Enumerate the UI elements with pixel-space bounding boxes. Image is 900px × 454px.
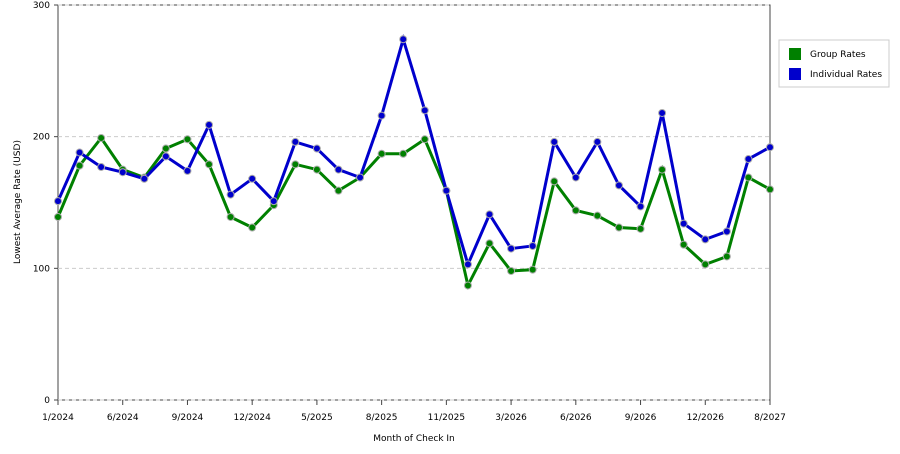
data-point	[377, 111, 386, 120]
data-point	[722, 227, 731, 236]
x-tick-label: 8/2027	[754, 413, 786, 423]
data-point	[571, 173, 580, 182]
data-point	[507, 244, 516, 253]
x-tick-label: 8/2025	[366, 413, 398, 423]
data-point	[679, 240, 688, 249]
data-point	[442, 186, 451, 195]
y-tick-label: 300	[33, 1, 50, 11]
data-point	[356, 173, 365, 182]
data-point	[614, 181, 623, 190]
data-point	[420, 106, 429, 115]
y-tick-label: 200	[33, 133, 50, 143]
data-point	[485, 210, 494, 219]
data-point	[636, 224, 645, 233]
data-point	[399, 35, 408, 44]
data-point	[507, 266, 516, 275]
data-point	[312, 165, 321, 174]
data-point	[377, 149, 386, 158]
x-tick-label: 12/2026	[687, 413, 725, 423]
data-point	[291, 160, 300, 169]
data-point	[528, 241, 537, 250]
data-point	[97, 133, 106, 142]
data-point	[485, 239, 494, 248]
y-tick-label: 100	[33, 264, 50, 274]
data-point	[248, 223, 257, 232]
data-point	[75, 161, 84, 170]
data-point	[722, 252, 731, 261]
data-point	[248, 174, 257, 183]
data-point	[766, 185, 774, 194]
legend-swatch	[789, 48, 801, 60]
x-tick-label: 12/2024	[233, 413, 271, 423]
data-point	[399, 149, 408, 158]
data-point	[636, 202, 645, 211]
data-point	[571, 206, 580, 215]
data-point	[766, 143, 774, 152]
data-point	[701, 235, 710, 244]
series-line	[56, 135, 771, 290]
y-axis-label: Lowest Average Rate (USD)	[13, 140, 23, 264]
data-point	[420, 135, 429, 144]
data-point	[97, 162, 106, 171]
data-point	[550, 177, 559, 186]
data-point	[226, 212, 235, 221]
x-tick-label: 9/2026	[625, 413, 657, 423]
data-point	[528, 265, 537, 274]
data-point	[75, 148, 84, 157]
data-point	[463, 260, 472, 269]
x-axis-label: Month of Check In	[373, 434, 455, 444]
data-point	[291, 137, 300, 146]
data-point	[161, 152, 170, 161]
data-point	[658, 108, 667, 117]
data-point	[54, 197, 62, 206]
data-point	[334, 186, 343, 195]
x-tick-label: 6/2024	[107, 413, 139, 423]
data-point	[312, 144, 321, 153]
data-point	[744, 155, 753, 164]
data-point	[334, 165, 343, 174]
data-point	[614, 223, 623, 232]
data-point	[205, 120, 214, 129]
data-point	[161, 144, 170, 153]
x-tick-label: 5/2025	[301, 413, 333, 423]
data-point	[140, 174, 149, 183]
x-tick-label: 3/2026	[495, 413, 527, 423]
series-line	[56, 33, 771, 269]
data-point	[54, 212, 62, 221]
x-tick-label: 6/2026	[560, 413, 592, 423]
data-point	[679, 219, 688, 228]
data-point	[701, 260, 710, 269]
data-point	[226, 190, 235, 199]
data-point	[463, 281, 472, 290]
data-point	[205, 160, 214, 169]
legend-label: Group Rates	[810, 50, 866, 60]
data-point	[744, 173, 753, 182]
data-point	[183, 166, 192, 175]
x-tick-label: 1/2024	[42, 413, 74, 423]
data-point	[269, 197, 278, 206]
y-tick-label: 0	[44, 396, 50, 406]
x-tick-label: 9/2024	[172, 413, 204, 423]
data-point	[183, 135, 192, 144]
legend-label: Individual Rates	[810, 70, 882, 80]
data-point	[658, 165, 667, 174]
legend-swatch	[789, 68, 801, 80]
data-point	[593, 137, 602, 146]
data-point	[550, 137, 559, 146]
data-point	[118, 168, 127, 177]
data-point	[593, 211, 602, 220]
plot-frame	[57, 4, 771, 401]
x-tick-label: 11/2025	[428, 413, 465, 423]
